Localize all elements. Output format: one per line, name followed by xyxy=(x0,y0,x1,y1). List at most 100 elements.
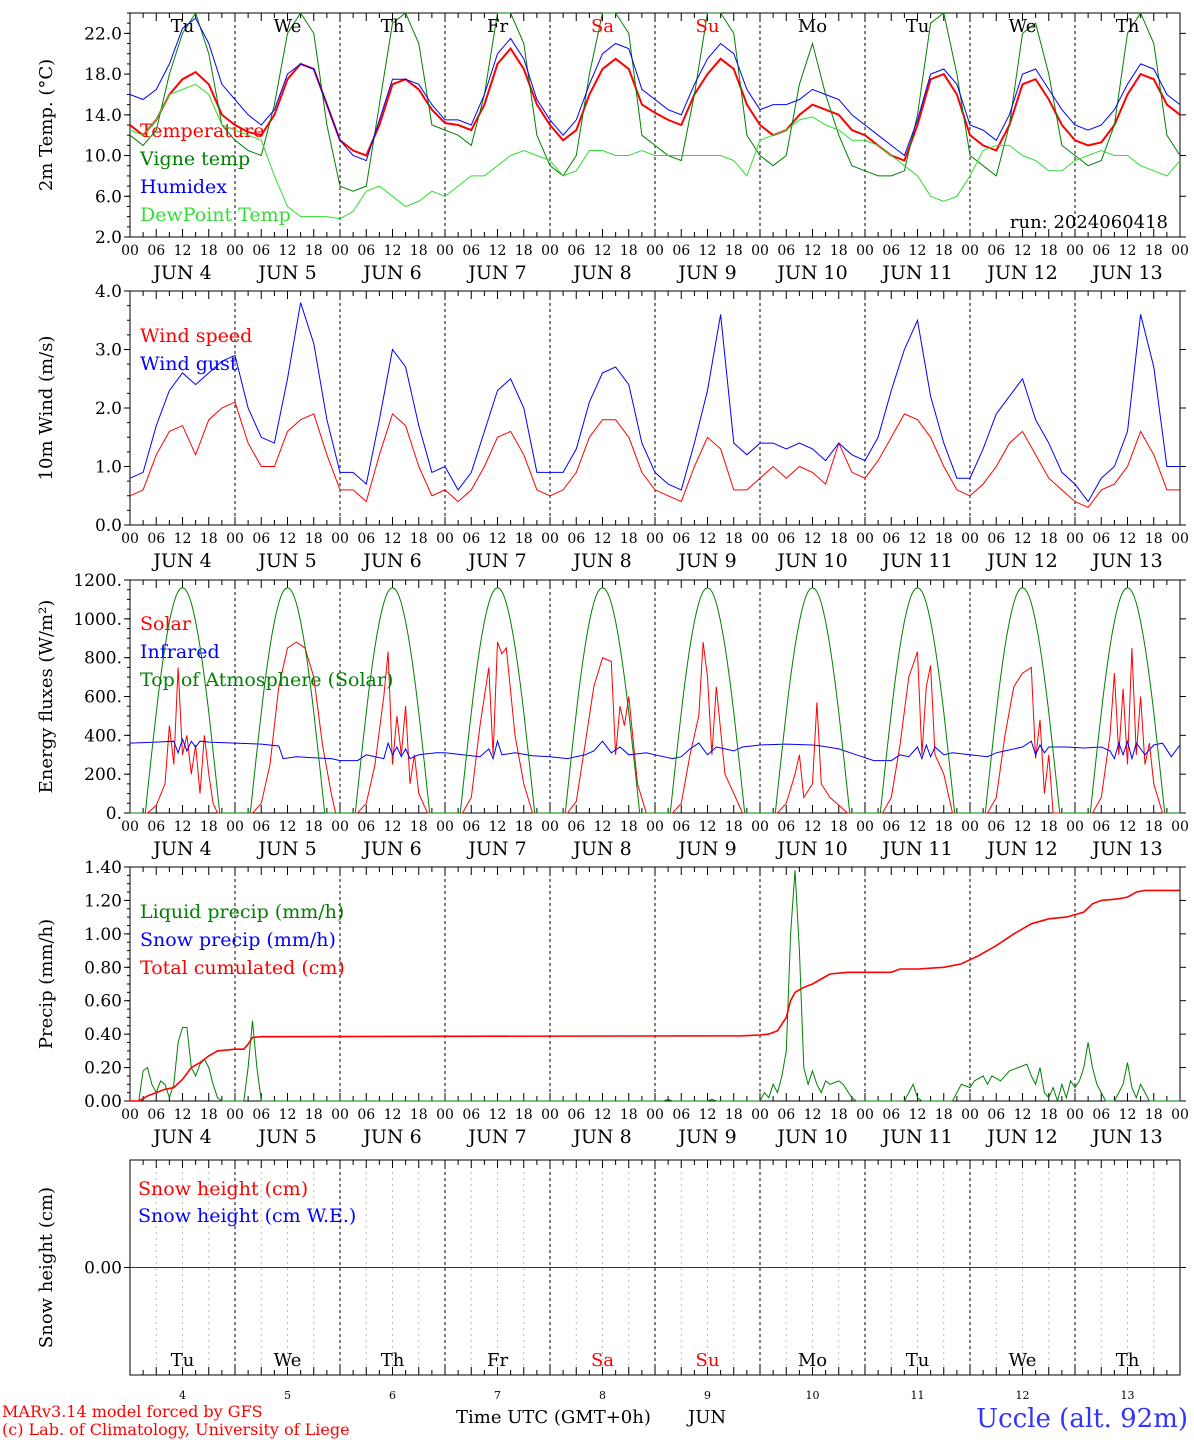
hour-label: 12 xyxy=(384,243,402,259)
hour-label: 12 xyxy=(1014,531,1032,547)
y-tick-label: 2.0 xyxy=(95,228,122,248)
y-tick-label: 22.0 xyxy=(84,24,122,44)
hour-label: 00 xyxy=(436,819,454,835)
hour-label: 18 xyxy=(1145,819,1163,835)
hour-label: 00 xyxy=(541,1107,559,1123)
hour-label: 18 xyxy=(515,819,533,835)
hour-label: 00 xyxy=(436,1107,454,1123)
hour-label: 00 xyxy=(121,531,139,547)
series-line-liquid-precip-mm-h- xyxy=(130,870,1180,1103)
date-label: JUN 6 xyxy=(361,550,421,572)
x-minor-ticks xyxy=(129,13,1181,237)
y-tick-label: 14.0 xyxy=(84,106,122,126)
hour-label: 06 xyxy=(777,1107,795,1123)
date-label: JUN 7 xyxy=(466,262,526,284)
hour-label: 12 xyxy=(174,243,192,259)
hour-label: 00 xyxy=(331,819,349,835)
hour-label: 18 xyxy=(1040,1107,1058,1123)
hour-label: 00 xyxy=(226,819,244,835)
hour-label: 06 xyxy=(672,819,690,835)
hour-label: 12 xyxy=(594,819,612,835)
date-label: JUN 4 xyxy=(151,838,211,860)
hour-label: 00 xyxy=(1171,819,1189,835)
wind-panel: 0.0 1.0 2.0 3.0 4.0 10m Wind (m/s) Wind speed W… xyxy=(36,282,1189,572)
y-tick-label: 1200. xyxy=(73,571,122,591)
hour-label: 18 xyxy=(305,1107,323,1123)
x-minor-ticks xyxy=(129,867,1181,1101)
hour-label: 00 xyxy=(121,243,139,259)
y-tick-label: 800. xyxy=(84,649,122,669)
series-line-wind-speed xyxy=(129,401,1180,509)
hour-label: 00 xyxy=(646,819,664,835)
hour-label: 06 xyxy=(147,531,165,547)
hour-label: 18 xyxy=(1145,1107,1163,1123)
hour-label: 00 xyxy=(121,819,139,835)
date-label: JUN 11 xyxy=(880,1126,952,1148)
hour-label: 00 xyxy=(541,531,559,547)
weekday-label: Tu xyxy=(906,1350,930,1371)
hour-label: 00 xyxy=(751,1107,769,1123)
hour-label: 06 xyxy=(462,243,480,259)
day-number-label: 10 xyxy=(806,1389,820,1402)
legend-total-cumulated-cm-: Total cumulated (cm) xyxy=(140,957,345,979)
hour-label: 06 xyxy=(882,819,900,835)
date-label: JUN 13 xyxy=(1090,838,1162,860)
hour-label: 12 xyxy=(489,531,507,547)
hour-label: 06 xyxy=(567,1107,585,1123)
energy-ylabel: Energy fluxes (W/m²) xyxy=(36,600,57,794)
hour-label: 00 xyxy=(751,819,769,835)
run-label: run: 2024060418 xyxy=(1010,212,1168,233)
hour-label: 12 xyxy=(279,819,297,835)
weekday-label: Tu xyxy=(171,1350,195,1371)
y-tick-label: 6.0 xyxy=(95,187,122,207)
hour-label: 18 xyxy=(410,531,428,547)
y-tick-label: 1.40 xyxy=(84,858,122,878)
weekday-label: Fr xyxy=(487,1350,508,1371)
date-label: JUN 6 xyxy=(361,838,421,860)
hour-label: 12 xyxy=(1014,243,1032,259)
hour-label: 18 xyxy=(1040,819,1058,835)
date-label: JUN 9 xyxy=(676,550,736,572)
y-tick-label: 3.0 xyxy=(95,341,122,361)
day-number-label: 7 xyxy=(494,1389,501,1402)
hour-label: 06 xyxy=(987,1107,1005,1123)
hour-label: 00 xyxy=(1171,531,1189,547)
hour-label: 18 xyxy=(200,1107,218,1123)
y-tick-label: 200. xyxy=(84,765,122,785)
day-number-label: 5 xyxy=(284,1389,291,1402)
hour-label: 12 xyxy=(699,243,717,259)
date-label: JUN 8 xyxy=(571,262,631,284)
y-tick-label: 400. xyxy=(84,726,122,746)
legend-snow-height-cm-w-e-: Snow height (cm W.E.) xyxy=(138,1205,356,1227)
hour-label: 12 xyxy=(1119,531,1137,547)
hour-label: 12 xyxy=(489,1107,507,1123)
date-label: JUN 10 xyxy=(775,262,847,284)
hour-label: 00 xyxy=(226,243,244,259)
y-tick-label: 0.0 xyxy=(95,516,122,536)
hour-label: 18 xyxy=(1145,243,1163,259)
hour-label: 18 xyxy=(305,531,323,547)
series-line-total-cumulated-cm- xyxy=(130,889,1180,1102)
series-line-wind-gust xyxy=(129,302,1180,503)
hour-label: 12 xyxy=(279,243,297,259)
hour-label: 00 xyxy=(856,1107,874,1123)
weekday-label: Mo xyxy=(798,1350,827,1371)
hour-label: 18 xyxy=(935,243,953,259)
hour-label: 00 xyxy=(1171,243,1189,259)
hour-label: 00 xyxy=(541,243,559,259)
date-label: JUN 6 xyxy=(361,262,421,284)
hour-label: 18 xyxy=(1040,243,1058,259)
hour-label: 18 xyxy=(410,819,428,835)
date-label: JUN 10 xyxy=(775,838,847,860)
hour-label: 00 xyxy=(751,531,769,547)
hour-label: 06 xyxy=(1092,819,1110,835)
hour-label: 18 xyxy=(515,1107,533,1123)
hour-label: 12 xyxy=(909,531,927,547)
legend-top-of-atmosphere-solar-: Top of Atmosphere (Solar) xyxy=(140,669,393,691)
x-minor-ticks xyxy=(129,580,1181,813)
y-tick-label: 18.0 xyxy=(84,65,122,85)
date-label: JUN 8 xyxy=(571,550,631,572)
hour-label: 12 xyxy=(804,1107,822,1123)
hour-label: 00 xyxy=(331,531,349,547)
day-number-label: 6 xyxy=(389,1389,396,1402)
